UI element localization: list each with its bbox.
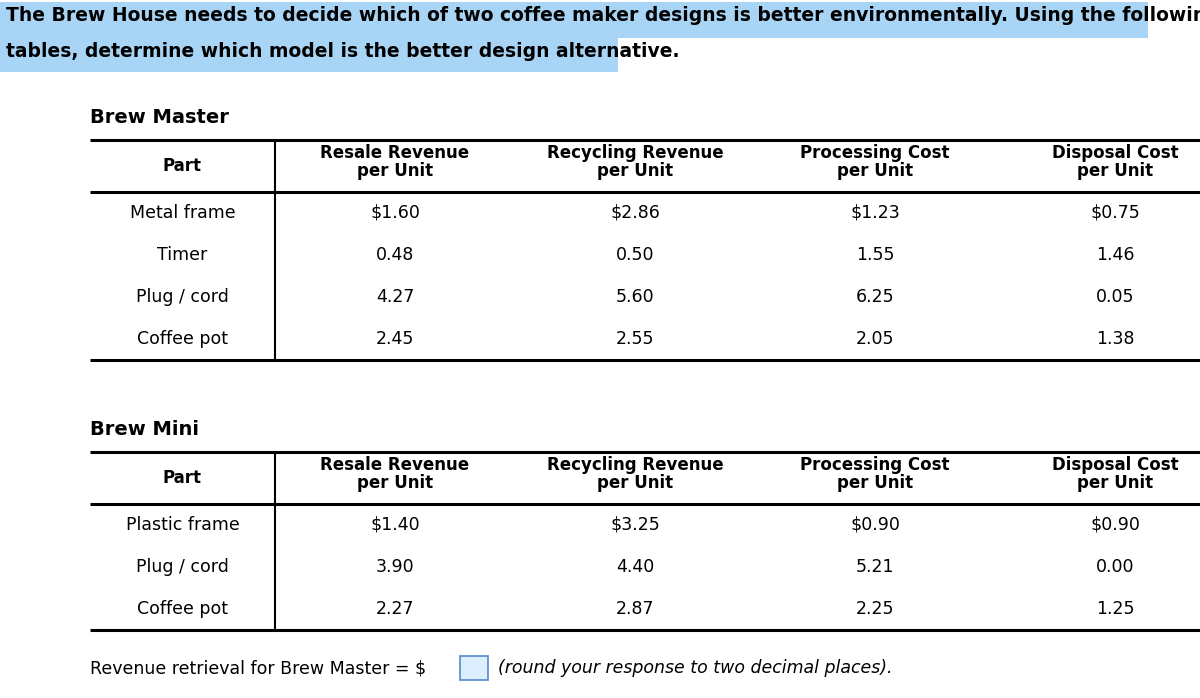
Text: 3.90: 3.90: [376, 558, 414, 576]
Text: $1.23: $1.23: [850, 204, 900, 222]
Text: Processing Cost: Processing Cost: [800, 456, 949, 474]
Text: Part: Part: [163, 469, 202, 487]
Text: Brew Mini: Brew Mini: [90, 420, 199, 439]
Text: Processing Cost: Processing Cost: [800, 144, 949, 162]
Text: 2.87: 2.87: [616, 600, 654, 618]
Text: Plug / cord: Plug / cord: [136, 288, 229, 306]
Text: per Unit: per Unit: [596, 474, 673, 492]
Text: per Unit: per Unit: [1076, 474, 1153, 492]
Text: 0.50: 0.50: [616, 246, 654, 264]
Text: $0.75: $0.75: [1090, 204, 1140, 222]
Text: tables, determine which model is the better design alternative.: tables, determine which model is the bet…: [6, 42, 679, 61]
Text: 5.21: 5.21: [856, 558, 894, 576]
Text: per Unit: per Unit: [356, 162, 433, 180]
Text: 1.25: 1.25: [1096, 600, 1134, 618]
Text: per Unit: per Unit: [1076, 162, 1153, 180]
Text: 6.25: 6.25: [856, 288, 894, 306]
Text: per Unit: per Unit: [356, 474, 433, 492]
Text: 1.38: 1.38: [1096, 330, 1134, 348]
Text: Plug / cord: Plug / cord: [136, 558, 229, 576]
Text: $0.90: $0.90: [1090, 516, 1140, 534]
Text: 0.05: 0.05: [1096, 288, 1134, 306]
Text: 5.60: 5.60: [616, 288, 654, 306]
Text: 2.45: 2.45: [376, 330, 414, 348]
Text: 1.46: 1.46: [1096, 246, 1134, 264]
Text: Resale Revenue: Resale Revenue: [320, 144, 469, 162]
Bar: [0, 2, 1148, 38]
Text: 4.27: 4.27: [376, 288, 414, 306]
Text: Recycling Revenue: Recycling Revenue: [547, 456, 724, 474]
Text: Plastic frame: Plastic frame: [126, 516, 239, 534]
Text: 2.27: 2.27: [376, 600, 414, 618]
Text: 1.55: 1.55: [856, 246, 894, 264]
Bar: [0, 38, 618, 72]
Text: Resale Revenue: Resale Revenue: [320, 456, 469, 474]
Text: 2.25: 2.25: [856, 600, 894, 618]
Text: 4.40: 4.40: [616, 558, 654, 576]
Text: $2.86: $2.86: [610, 204, 660, 222]
Text: Timer: Timer: [157, 246, 208, 264]
Bar: [460, 656, 488, 680]
Text: $0.90: $0.90: [850, 516, 900, 534]
Text: $1.60: $1.60: [370, 204, 420, 222]
Text: per Unit: per Unit: [836, 474, 913, 492]
Text: 2.05: 2.05: [856, 330, 894, 348]
Text: $1.40: $1.40: [370, 516, 420, 534]
Text: per Unit: per Unit: [836, 162, 913, 180]
Text: Metal frame: Metal frame: [130, 204, 235, 222]
Text: Disposal Cost: Disposal Cost: [1051, 144, 1178, 162]
Text: Coffee pot: Coffee pot: [137, 330, 228, 348]
Text: (round your response to two decimal places).: (round your response to two decimal plac…: [498, 659, 893, 677]
Text: Revenue retrieval for Brew Master = $: Revenue retrieval for Brew Master = $: [90, 659, 426, 677]
Text: The Brew House needs to decide which of two coffee maker designs is better envir: The Brew House needs to decide which of …: [6, 6, 1200, 25]
Text: 0.00: 0.00: [1096, 558, 1134, 576]
Text: per Unit: per Unit: [596, 162, 673, 180]
Text: Coffee pot: Coffee pot: [137, 600, 228, 618]
Text: Part: Part: [163, 157, 202, 175]
Text: Brew Master: Brew Master: [90, 108, 229, 127]
Text: Recycling Revenue: Recycling Revenue: [547, 144, 724, 162]
Text: 0.48: 0.48: [376, 246, 414, 264]
Text: 2.55: 2.55: [616, 330, 654, 348]
Text: Disposal Cost: Disposal Cost: [1051, 456, 1178, 474]
Text: $3.25: $3.25: [610, 516, 660, 534]
